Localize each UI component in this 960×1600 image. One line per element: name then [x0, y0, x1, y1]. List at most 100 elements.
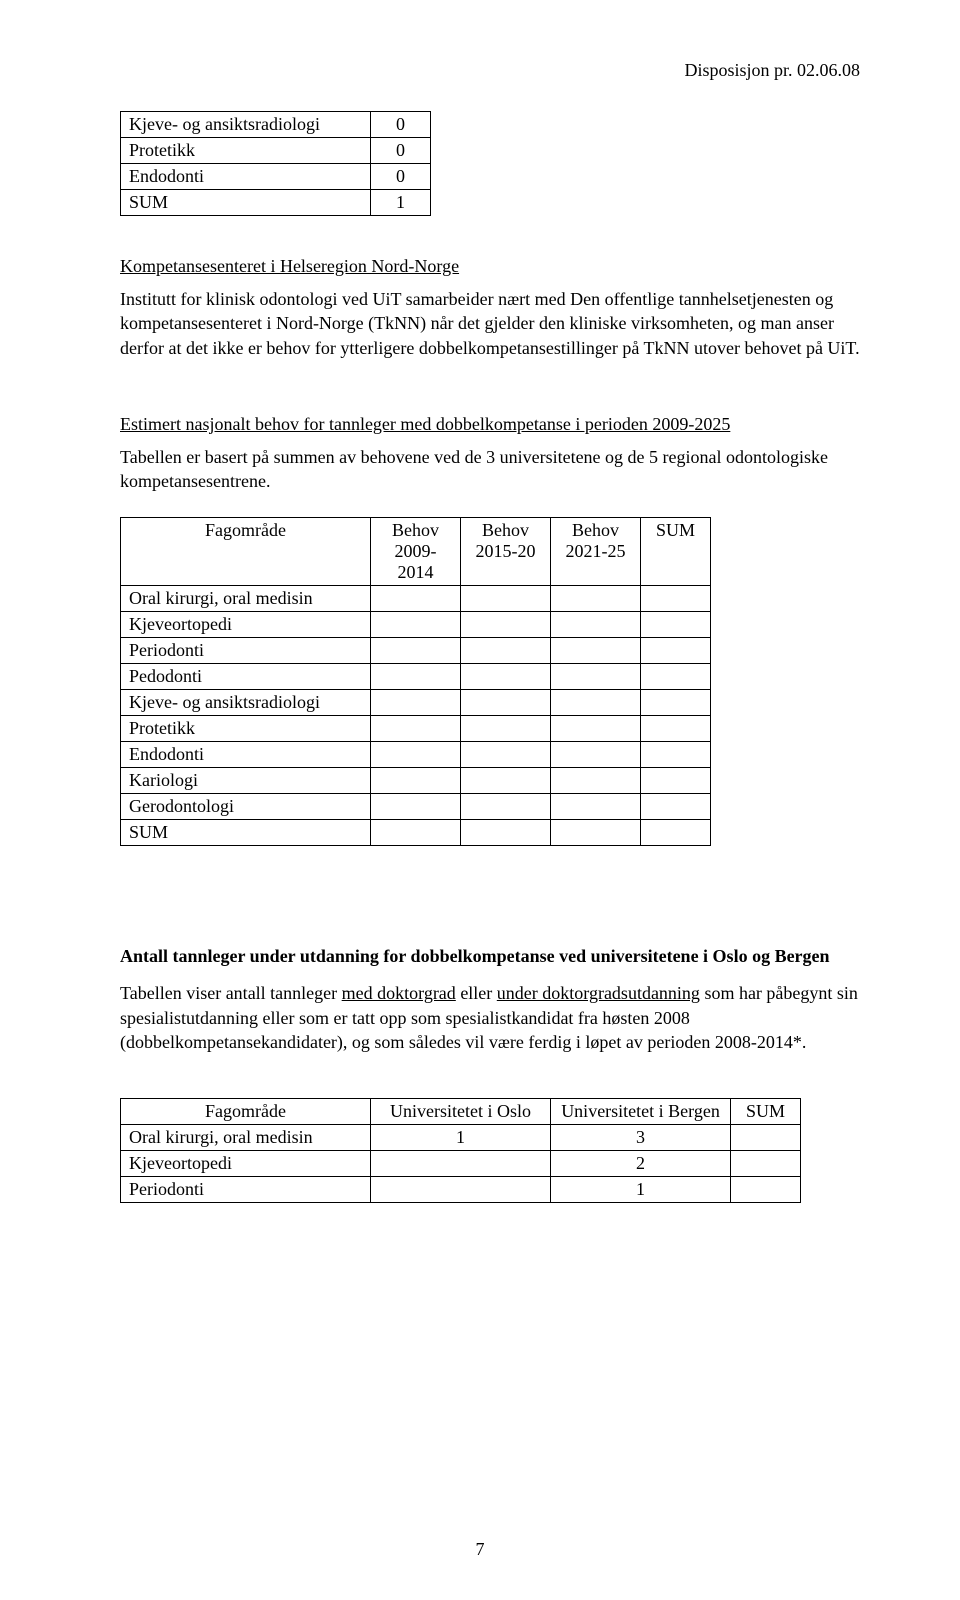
- cell-value: [551, 820, 641, 846]
- cell-value: [371, 742, 461, 768]
- text-underline: under doktorgradsutdanning: [497, 983, 700, 1003]
- cell-label: Protetikk: [121, 716, 371, 742]
- cell-value: 0: [371, 164, 431, 190]
- cell-value: [371, 664, 461, 690]
- cell-value: [641, 586, 711, 612]
- cell-value: [641, 820, 711, 846]
- cell-value: [371, 820, 461, 846]
- table-row: SUM: [121, 820, 711, 846]
- cell-value: [551, 768, 641, 794]
- cell-value: [731, 1151, 801, 1177]
- cell-value: [641, 794, 711, 820]
- cell-value: [551, 586, 641, 612]
- table-row: Gerodontologi: [121, 794, 711, 820]
- table-national-need: FagområdeBehov2009-2014Behov2015-20Behov…: [120, 517, 711, 846]
- cell-value: [641, 690, 711, 716]
- col-header: Behov2015-20: [461, 518, 551, 586]
- cell-value: [461, 690, 551, 716]
- cell-value: [461, 820, 551, 846]
- cell-value: 1: [371, 190, 431, 216]
- cell-value: [371, 612, 461, 638]
- cell-value: [461, 742, 551, 768]
- cell-value: [641, 638, 711, 664]
- col-header: SUM: [731, 1099, 801, 1125]
- cell-label: Oral kirurgi, oral medisin: [121, 1125, 371, 1151]
- table-row: Endodonti0: [121, 164, 431, 190]
- cell-value: [461, 638, 551, 664]
- table-row: FagområdeBehov2009-2014Behov2015-20Behov…: [121, 518, 711, 586]
- table-row: Oral kirurgi, oral medisin: [121, 586, 711, 612]
- cell-label: Oral kirurgi, oral medisin: [121, 586, 371, 612]
- cell-value: [551, 638, 641, 664]
- cell-value: 3: [551, 1125, 731, 1151]
- col-header: Fagområde: [121, 1099, 371, 1125]
- cell-value: [551, 794, 641, 820]
- section2-para: Tabellen er basert på summen av behovene…: [120, 445, 860, 494]
- cell-value: [551, 612, 641, 638]
- table-row: Protetikk0: [121, 138, 431, 164]
- cell-label: Periodonti: [121, 638, 371, 664]
- cell-value: [641, 768, 711, 794]
- cell-value: 1: [371, 1125, 551, 1151]
- col-header: Behov2021-25: [551, 518, 641, 586]
- cell-label: Endodonti: [121, 742, 371, 768]
- cell-value: [371, 716, 461, 742]
- cell-label: Kjeve- og ansiktsradiologi: [121, 690, 371, 716]
- cell-value: [371, 1151, 551, 1177]
- cell-value: [641, 742, 711, 768]
- cell-value: [551, 742, 641, 768]
- section1-title: Kompetansesenteret i Helseregion Nord-No…: [120, 256, 860, 277]
- cell-label: Gerodontologi: [121, 794, 371, 820]
- table-row: Pedodonti: [121, 664, 711, 690]
- cell-value: [461, 716, 551, 742]
- col-header: SUM: [641, 518, 711, 586]
- text: Tabellen viser antall tannleger: [120, 983, 342, 1003]
- cell-label: Kariologi: [121, 768, 371, 794]
- page: Disposisjon pr. 02.06.08 Kjeve- og ansik…: [0, 0, 960, 1600]
- cell-label: SUM: [121, 820, 371, 846]
- section1-para: Institutt for klinisk odontologi ved UiT…: [120, 287, 860, 360]
- cell-label: Endodonti: [121, 164, 371, 190]
- col-header: Fagområde: [121, 518, 371, 586]
- table-row: Endodonti: [121, 742, 711, 768]
- cell-value: [731, 1125, 801, 1151]
- cell-value: 0: [371, 138, 431, 164]
- section3-para: Tabellen viser antall tannleger med dokt…: [120, 981, 860, 1054]
- cell-value: [461, 612, 551, 638]
- cell-value: 2: [551, 1151, 731, 1177]
- header-right: Disposisjon pr. 02.06.08: [120, 60, 860, 81]
- table-row: Kariologi: [121, 768, 711, 794]
- section2-title: Estimert nasjonalt behov for tannleger m…: [120, 414, 860, 435]
- cell-label: Kjeveortopedi: [121, 1151, 371, 1177]
- table-row: Protetikk: [121, 716, 711, 742]
- table-row: Kjeveortopedi 2: [121, 1151, 801, 1177]
- page-number: 7: [0, 1539, 960, 1560]
- table-row: Kjeveortopedi: [121, 612, 711, 638]
- col-header: Behov2009-2014: [371, 518, 461, 586]
- cell-value: [371, 690, 461, 716]
- cell-value: [641, 716, 711, 742]
- cell-value: 1: [551, 1177, 731, 1203]
- cell-value: [371, 1177, 551, 1203]
- cell-value: [371, 768, 461, 794]
- table-under-education: Fagområde Universitetet i Oslo Universit…: [120, 1098, 801, 1203]
- cell-value: [371, 586, 461, 612]
- cell-value: [641, 612, 711, 638]
- cell-label: Kjeve- og ansiktsradiologi: [121, 112, 371, 138]
- table-small-summary: Kjeve- og ansiktsradiologi0Protetikk0End…: [120, 111, 431, 216]
- table-row: Fagområde Universitetet i Oslo Universit…: [121, 1099, 801, 1125]
- table-row: Oral kirurgi, oral medisin13: [121, 1125, 801, 1151]
- cell-value: [461, 794, 551, 820]
- col-header: Universitetet i Bergen: [551, 1099, 731, 1125]
- cell-value: [461, 664, 551, 690]
- cell-label: Periodonti: [121, 1177, 371, 1203]
- cell-value: [371, 794, 461, 820]
- text-underline: med doktorgrad: [342, 983, 456, 1003]
- table-row: Periodonti: [121, 638, 711, 664]
- cell-value: [551, 664, 641, 690]
- cell-value: [461, 586, 551, 612]
- cell-value: [551, 716, 641, 742]
- cell-value: [731, 1177, 801, 1203]
- cell-label: SUM: [121, 190, 371, 216]
- table-row: SUM1: [121, 190, 431, 216]
